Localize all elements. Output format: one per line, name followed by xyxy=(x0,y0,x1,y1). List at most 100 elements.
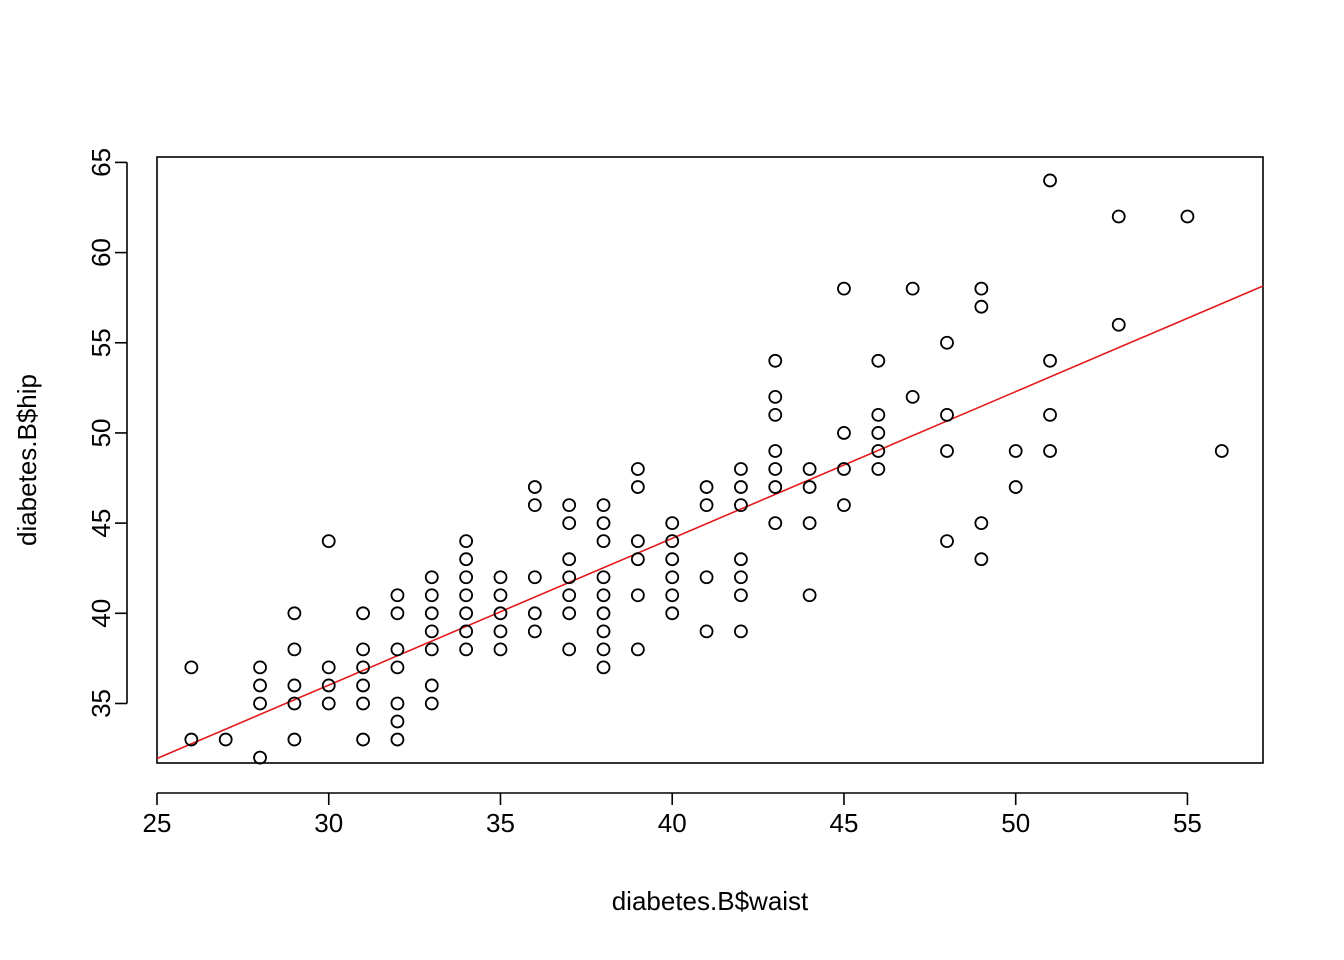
data-point xyxy=(974,281,989,296)
data-point xyxy=(630,552,645,567)
data-point xyxy=(1111,209,1126,224)
data-point xyxy=(871,426,886,440)
data-point xyxy=(562,516,577,531)
data-point xyxy=(287,678,302,693)
data-point xyxy=(493,642,508,657)
regression-line-layer xyxy=(156,285,1264,760)
data-point xyxy=(974,516,989,531)
data-point xyxy=(940,335,954,350)
data-point xyxy=(253,750,267,765)
data-point xyxy=(665,552,680,567)
data-point xyxy=(974,552,989,567)
data-point xyxy=(253,696,267,711)
data-point xyxy=(424,678,439,693)
data-point xyxy=(871,353,886,368)
data-point xyxy=(253,660,267,675)
x-tick-label: 25 xyxy=(143,808,172,838)
data-point xyxy=(768,462,783,476)
data-point xyxy=(459,624,474,639)
y-tick-label: 45 xyxy=(86,509,116,538)
data-point xyxy=(596,498,611,512)
x-tick-label: 45 xyxy=(829,808,858,838)
data-point xyxy=(837,498,851,512)
data-point xyxy=(768,444,783,458)
data-point xyxy=(837,462,851,476)
data-point xyxy=(287,642,302,657)
data-point xyxy=(1111,317,1126,332)
data-point xyxy=(734,480,748,494)
data-point xyxy=(459,534,474,549)
y-tick-label: 55 xyxy=(86,328,116,357)
x-tick-label: 35 xyxy=(486,808,515,838)
data-point xyxy=(734,588,748,603)
data-point xyxy=(493,570,508,585)
x-tick-label: 50 xyxy=(1001,808,1030,838)
data-point xyxy=(940,408,954,422)
data-point xyxy=(562,498,577,512)
data-point xyxy=(459,642,474,657)
data-point xyxy=(493,624,508,639)
data-point xyxy=(1008,480,1023,494)
data-point xyxy=(768,389,783,404)
data-point xyxy=(734,498,748,512)
data-point xyxy=(562,552,577,567)
data-point xyxy=(665,534,680,549)
data-point xyxy=(596,516,611,531)
data-point xyxy=(424,624,439,639)
data-point xyxy=(390,660,405,675)
data-point xyxy=(940,444,954,458)
data-point xyxy=(527,570,542,585)
data-point xyxy=(527,480,542,494)
data-point xyxy=(837,426,851,440)
data-point xyxy=(665,606,680,621)
data-point xyxy=(356,642,370,657)
data-point xyxy=(905,281,920,296)
y-axis-title: diabetes.B$hip xyxy=(12,374,42,546)
y-tick-label: 60 xyxy=(86,238,116,267)
data-point xyxy=(665,588,680,603)
data-point xyxy=(356,732,370,747)
data-point xyxy=(184,660,199,675)
data-point xyxy=(871,408,886,422)
data-point xyxy=(768,480,783,494)
data-point xyxy=(802,462,817,476)
data-point xyxy=(802,588,817,603)
data-point xyxy=(1008,444,1023,458)
x-axis: 25 30 35 40 45 50 55 xyxy=(143,792,1202,838)
data-point xyxy=(459,570,474,585)
data-point xyxy=(596,642,611,657)
data-point xyxy=(459,588,474,603)
data-point xyxy=(699,624,714,639)
data-point xyxy=(321,534,336,549)
data-point xyxy=(562,570,577,585)
data-point xyxy=(424,570,439,585)
data-point xyxy=(1214,444,1229,458)
data-point xyxy=(699,480,714,494)
data-point xyxy=(665,516,680,531)
data-point xyxy=(424,642,439,657)
regression-line xyxy=(156,285,1264,760)
y-tick-label: 40 xyxy=(86,599,116,628)
data-point xyxy=(940,534,954,549)
data-point xyxy=(459,606,474,621)
data-point xyxy=(390,588,405,603)
data-point xyxy=(905,389,920,404)
data-point xyxy=(665,570,680,585)
data-point xyxy=(356,696,370,711)
data-point xyxy=(802,516,817,531)
data-point xyxy=(356,678,370,693)
data-point xyxy=(493,588,508,603)
x-tick-label: 30 xyxy=(314,808,343,838)
data-point xyxy=(424,696,439,711)
data-point xyxy=(837,281,851,296)
data-point xyxy=(699,498,714,512)
data-point xyxy=(527,606,542,621)
data-point xyxy=(356,606,370,621)
data-points xyxy=(184,173,1229,765)
x-tick-label: 55 xyxy=(1173,808,1202,838)
data-point xyxy=(768,353,783,368)
data-point xyxy=(287,696,302,711)
data-point xyxy=(1180,209,1195,224)
data-point xyxy=(734,624,748,639)
data-point xyxy=(390,696,405,711)
